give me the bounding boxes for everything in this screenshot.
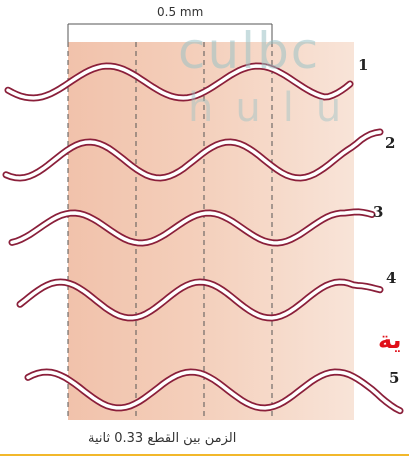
guide-lines	[67, 42, 273, 420]
scale-bar	[67, 23, 273, 42]
red-overlay-text: ية	[378, 326, 402, 354]
worm-body-3	[10, 210, 374, 245]
caption: الزمن بين القطع 0.33 ثانية	[88, 431, 237, 446]
worm-frames	[2, 62, 404, 415]
frame-label-5: 5	[389, 369, 400, 387]
bottom-rule	[0, 454, 409, 456]
watermark-text: culbc	[178, 22, 321, 80]
worm-body-5	[26, 370, 402, 413]
watermark-text-secondary: hulu	[188, 85, 364, 131]
frame-label-2: 2	[385, 134, 396, 152]
worm-body-2	[4, 130, 382, 180]
frame-label-3: 3	[373, 203, 384, 221]
frame-label-1: 1	[358, 56, 369, 74]
scale-label: 0.5 mm	[157, 5, 204, 19]
worm-body-4	[18, 280, 382, 320]
frame-label-4: 4	[386, 269, 397, 287]
worm-body-1	[6, 64, 352, 100]
